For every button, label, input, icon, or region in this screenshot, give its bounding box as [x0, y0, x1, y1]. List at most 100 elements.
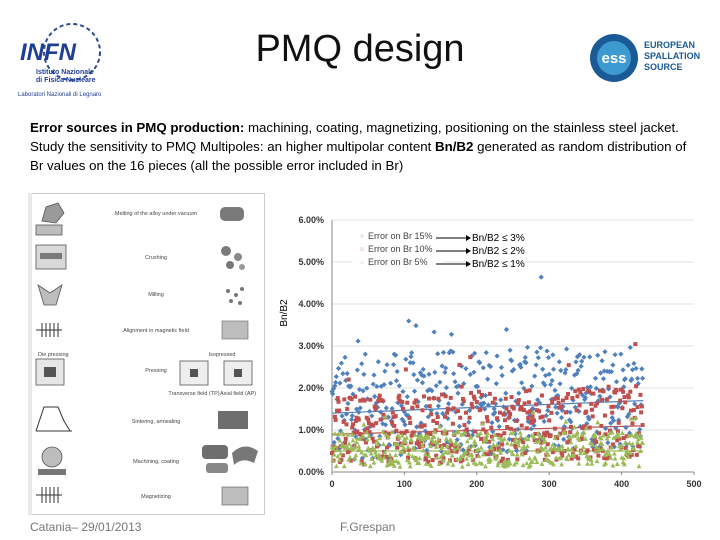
data-point-triangle [337, 438, 343, 443]
data-point-square [476, 389, 481, 394]
data-point-triangle [441, 457, 446, 463]
data-point-triangle [605, 448, 611, 453]
data-point-triangle [582, 450, 588, 455]
data-point-square [569, 456, 574, 461]
data-point-triangle [439, 444, 445, 449]
arrow-head-icon [466, 235, 471, 241]
data-point-triangle [445, 460, 451, 466]
data-point-square [567, 438, 572, 443]
data-point-square [623, 400, 628, 405]
data-point-diamond [371, 372, 377, 378]
data-point-diamond [550, 366, 557, 372]
data-point-square [627, 454, 632, 459]
data-point-triangle [331, 452, 337, 457]
data-point-square [414, 441, 419, 446]
data-point-triangle [599, 441, 605, 446]
data-point-square [518, 405, 523, 410]
data-point-square [415, 404, 420, 409]
data-point-triangle [352, 455, 358, 461]
data-point-triangle [375, 441, 381, 447]
data-point-triangle [485, 430, 491, 436]
data-point-square [629, 408, 634, 413]
data-point-square [343, 436, 348, 441]
data-point-square [589, 401, 594, 406]
footer-date-location: Catania– 29/01/2013 [30, 520, 142, 534]
y-tick-label: 2.00% [298, 383, 324, 393]
data-point-triangle [522, 445, 527, 451]
data-point-triangle [470, 443, 476, 448]
data-point-square [391, 415, 396, 420]
data-point-triangle [332, 431, 338, 436]
data-point-square [479, 392, 484, 397]
data-point-triangle [367, 463, 373, 469]
data-point-triangle [576, 461, 582, 466]
data-point-square [409, 433, 414, 438]
data-point-diamond [508, 358, 515, 364]
data-point-square [374, 444, 379, 449]
data-point-square [526, 416, 531, 421]
data-point-triangle [636, 463, 642, 469]
data-point-triangle [387, 452, 393, 457]
data-point-triangle [436, 461, 442, 466]
data-point-square [521, 440, 526, 445]
data-point-square [558, 404, 563, 409]
data-point-triangle [496, 434, 502, 440]
data-point-diamond [524, 344, 531, 350]
data-point-diamond [578, 363, 584, 369]
data-point-square [427, 404, 432, 409]
data-point-triangle [492, 432, 498, 437]
data-point-triangle [449, 452, 455, 458]
data-point-diamond [563, 346, 570, 352]
legend-label: Error on Br 5% [368, 257, 428, 267]
process-step-label: Crushing [145, 255, 167, 261]
data-point-triangle [559, 443, 565, 449]
data-point-square [333, 417, 338, 422]
x-tick-label: 0 [329, 479, 334, 489]
data-point-triangle [514, 459, 520, 465]
data-point-square [531, 418, 536, 423]
data-point-triangle [506, 448, 512, 453]
data-point-triangle [442, 427, 448, 433]
data-point-diamond [554, 410, 560, 416]
data-point-square [564, 395, 569, 400]
data-point-diamond [372, 393, 378, 400]
data-point-square [573, 389, 578, 394]
data-point-diamond [435, 351, 441, 357]
data-point-diamond [350, 391, 356, 397]
data-point-diamond [463, 366, 469, 372]
data-point-triangle [575, 429, 580, 435]
data-point-triangle [331, 446, 336, 451]
data-point-square [558, 431, 563, 436]
data-point-diamond [586, 416, 592, 422]
data-point-square [527, 388, 532, 393]
data-point-triangle [438, 454, 443, 460]
data-point-square [621, 389, 626, 394]
arrow-head-icon [466, 248, 471, 254]
data-point-square [515, 457, 520, 462]
data-point-triangle [535, 449, 541, 454]
data-point-triangle [624, 447, 630, 453]
data-point-square [618, 398, 623, 403]
data-point-diamond [616, 400, 623, 406]
data-point-square [610, 442, 615, 447]
transverse-field-label: Transverse field (TP) [168, 391, 219, 397]
legend-label: Error on Br 10% [368, 244, 433, 254]
body-text-span: generated as random distribution of Br v… [30, 139, 687, 173]
data-point-square [469, 390, 474, 395]
data-point-square [342, 397, 347, 402]
data-point-triangle [540, 446, 546, 452]
data-point-triangle [520, 462, 526, 468]
annotation-label: Bn/B2 ≤ 3% [472, 233, 525, 244]
data-point-square [440, 430, 445, 435]
data-point-triangle [562, 430, 568, 436]
data-point-triangle [401, 445, 407, 450]
data-point-triangle [389, 429, 395, 434]
data-point-triangle [423, 461, 429, 466]
data-point-diamond [612, 352, 618, 358]
data-point-diamond [558, 367, 564, 374]
data-point-square [578, 390, 583, 395]
data-point-triangle [457, 441, 462, 447]
data-point-square [337, 408, 342, 413]
data-point-diamond [633, 365, 639, 372]
data-point-triangle [475, 446, 481, 452]
